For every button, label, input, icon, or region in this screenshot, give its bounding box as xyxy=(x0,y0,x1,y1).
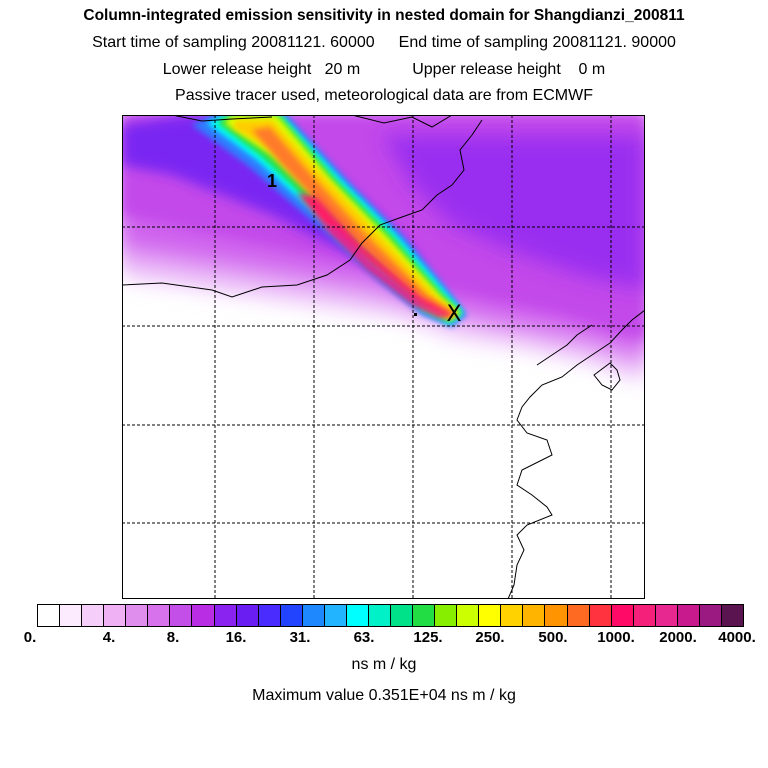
legend-tick-label: 2000. xyxy=(659,629,697,646)
legend-tick-label: 8. xyxy=(166,629,180,646)
maximum-value-text: Maximum value 0.351E+04 ns m / kg xyxy=(252,687,516,704)
legend-swatch xyxy=(126,605,149,626)
boundary-line-north xyxy=(171,115,453,128)
boundary-line-west xyxy=(122,119,483,298)
color-legend xyxy=(37,604,744,627)
legend-swatch xyxy=(104,605,127,626)
upper-release-height-label: Upper release height 0 m xyxy=(412,61,606,78)
legend-tick-label: 250. xyxy=(475,629,505,646)
plume-orange xyxy=(232,120,457,318)
legend-swatch xyxy=(567,605,590,626)
coastline-bay xyxy=(536,324,593,366)
coastlines xyxy=(122,115,645,599)
legend-swatch xyxy=(699,605,722,626)
legend-swatch xyxy=(391,605,414,626)
legend-swatch xyxy=(38,605,61,626)
field-blue-violet xyxy=(382,135,645,290)
legend-swatch xyxy=(170,605,193,626)
legend-swatch xyxy=(302,605,325,626)
coastline-east xyxy=(507,309,645,599)
end-time-label: End time of sampling 20081121. 90000 xyxy=(398,34,676,51)
legend-units: ns m / kg xyxy=(351,656,417,673)
legend-tick-label: 16. xyxy=(225,629,247,646)
legend-tick-label: 4000. xyxy=(718,629,756,646)
legend-swatch xyxy=(677,605,700,626)
legend-swatch xyxy=(435,605,458,626)
legend-swatch xyxy=(148,605,171,626)
sensitivity-field xyxy=(122,115,645,385)
map-frame xyxy=(122,115,645,599)
legend-swatch xyxy=(214,605,237,626)
legend-swatch xyxy=(545,605,568,626)
legend-tick-label: 1000. xyxy=(597,629,635,646)
plume-core-magenta xyxy=(322,225,447,318)
station-dot xyxy=(414,313,417,316)
legend-swatch xyxy=(192,605,215,626)
legend-tick-labels: 0. 4. 8. 16. 31. 63. 125. 250. 500. 1000. 2000. 400… xyxy=(0,629,768,649)
legend-swatch xyxy=(721,605,743,626)
legend-tick-label: 63. xyxy=(353,629,375,646)
legend-tick-label: 500. xyxy=(538,629,568,646)
legend-swatch xyxy=(413,605,436,626)
legend-swatch xyxy=(479,605,502,626)
release-point-marker: X xyxy=(446,302,461,327)
legend-swatch xyxy=(324,605,347,626)
release-height-line: Lower release height 20 m Upper release h… xyxy=(0,61,768,79)
plume-red-orange xyxy=(252,127,455,317)
island-outline xyxy=(593,362,621,391)
legend-swatch xyxy=(611,605,634,626)
graticule xyxy=(122,115,645,599)
legend-swatch xyxy=(457,605,480,626)
legend-tick-label: 4. xyxy=(102,629,116,646)
legend-swatch xyxy=(368,605,391,626)
legend-tick-label: 0. xyxy=(23,629,37,646)
legend-tick-label: 31. xyxy=(289,629,311,646)
legend-swatch xyxy=(633,605,656,626)
legend-swatch xyxy=(60,605,83,626)
legend-swatch xyxy=(236,605,259,626)
legend-swatch xyxy=(346,605,369,626)
legend-swatch xyxy=(589,605,612,626)
legend-swatch xyxy=(501,605,524,626)
plot-title: Column-integrated emission sensitivity i… xyxy=(83,7,685,24)
legend-swatch xyxy=(523,605,546,626)
lower-release-height-label: Lower release height 20 m xyxy=(162,61,361,78)
start-time-label: Start time of sampling 20081121. 60000 xyxy=(92,34,375,51)
tracer-note: Passive tracer used, meteorological data… xyxy=(175,87,593,104)
legend-swatch xyxy=(280,605,303,626)
legend-swatch xyxy=(258,605,281,626)
plume-contour-label: 1 xyxy=(267,171,277,191)
plume-core xyxy=(297,193,452,317)
legend-swatch xyxy=(82,605,105,626)
legend-swatch xyxy=(655,605,678,626)
emission-sensitivity-map: X 1 xyxy=(122,115,645,599)
legend-tick-label: 125. xyxy=(413,629,443,646)
sampling-time-line: Start time of sampling 20081121. 60000 En… xyxy=(0,34,768,52)
